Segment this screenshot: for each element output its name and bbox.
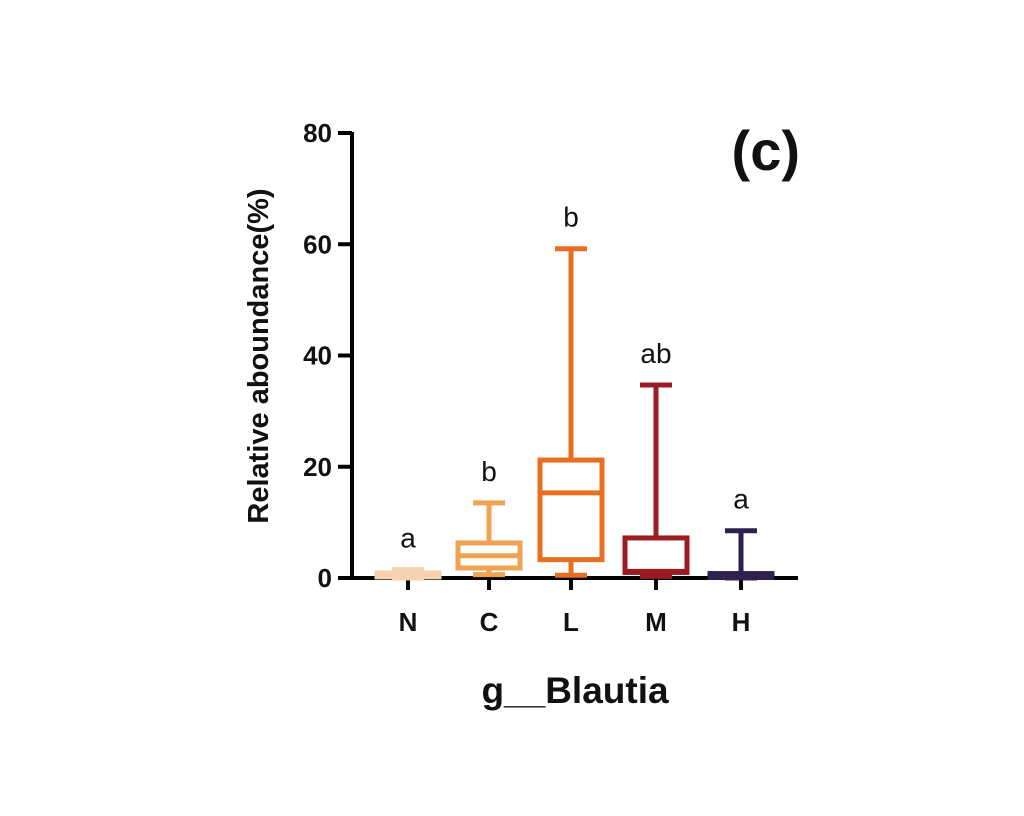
significance-letter: b (563, 202, 579, 233)
significance-letter: ab (640, 338, 671, 369)
significance-letter: b (481, 456, 497, 487)
x-tick-label: M (645, 607, 667, 637)
x-axis-title: g__Blautia (481, 670, 669, 711)
significance-letter: a (733, 484, 749, 515)
y-tick-label: 20 (303, 452, 332, 482)
y-tick-label: 0 (318, 563, 332, 593)
panel-label: (c) (732, 119, 800, 182)
significance-letter: a (400, 523, 416, 554)
box-M (622, 535, 690, 575)
y-tick-label: 80 (303, 118, 332, 148)
x-tick-label: N (399, 607, 418, 637)
y-axis-title: Relative aboundance(%) (243, 188, 275, 523)
x-tick-label: C (480, 607, 499, 637)
x-tick-label: L (563, 607, 579, 637)
y-tick-label: 60 (303, 229, 332, 259)
x-tick-label: H (732, 607, 751, 637)
box-L (537, 457, 605, 563)
y-tick-label: 40 (303, 341, 332, 371)
